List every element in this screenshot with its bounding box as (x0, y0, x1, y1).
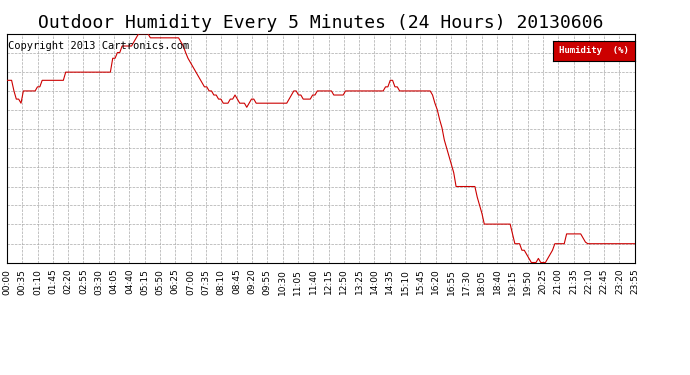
Title: Outdoor Humidity Every 5 Minutes (24 Hours) 20130606: Outdoor Humidity Every 5 Minutes (24 Hou… (38, 14, 604, 32)
Text: Copyright 2013 Cartronics.com: Copyright 2013 Cartronics.com (8, 40, 189, 51)
